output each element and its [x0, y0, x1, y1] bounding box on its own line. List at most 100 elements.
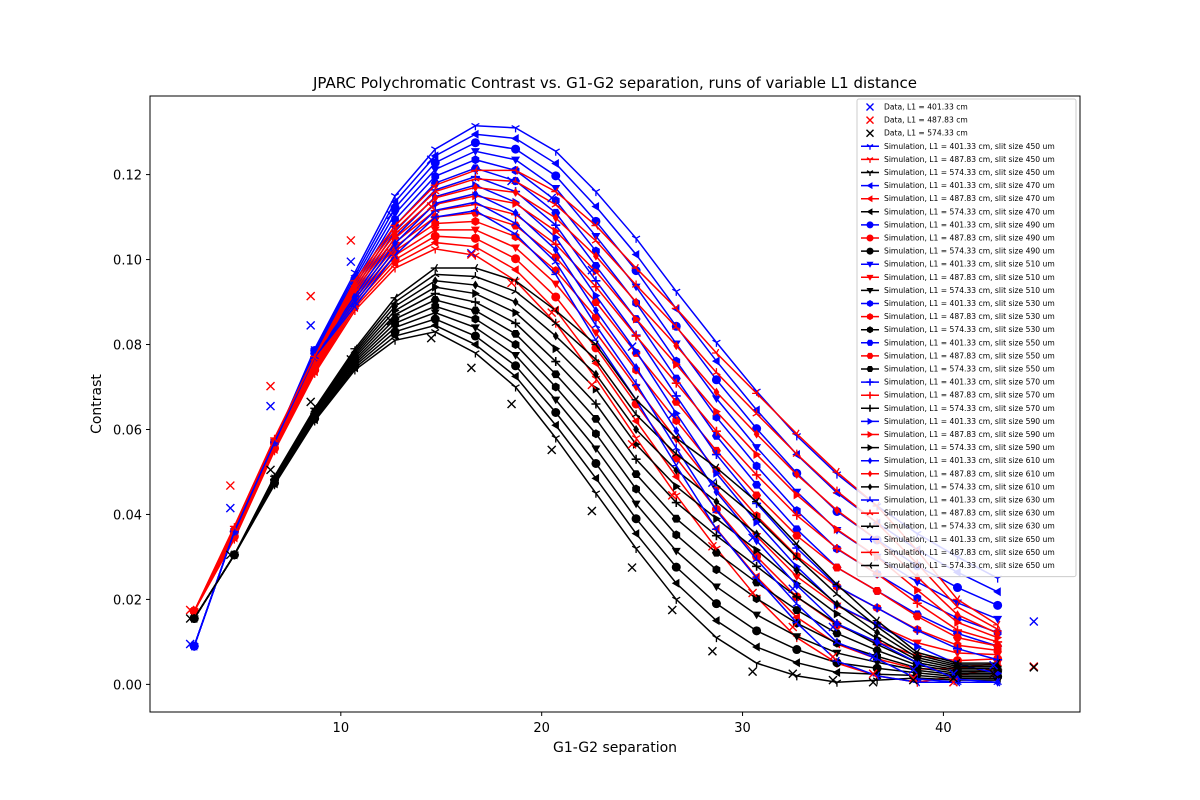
data-point [551, 407, 561, 417]
data-point [832, 486, 842, 494]
data-point [834, 505, 840, 515]
data-point [631, 395, 639, 404]
data-point [752, 409, 761, 417]
data-point [430, 180, 439, 190]
data-point [627, 563, 637, 573]
data-point [707, 541, 717, 551]
data-point [430, 309, 440, 318]
data-point [752, 497, 760, 506]
data-point [832, 563, 842, 572]
data-point [591, 221, 599, 230]
data-point [752, 480, 762, 489]
data-point [392, 238, 398, 248]
data-point [552, 226, 561, 236]
data-point [792, 658, 800, 668]
legend-item: Simulation, L1 = 401.33 cm, slit size 51… [861, 260, 1055, 269]
legend-marker [866, 234, 874, 242]
data-point [471, 350, 480, 358]
data-point [266, 401, 276, 411]
data-point [713, 497, 720, 507]
data-point [671, 433, 680, 443]
data-point [587, 380, 597, 390]
data-point [672, 449, 681, 457]
legend-label: Simulation, L1 = 401.33 cm, slit size 47… [884, 181, 1055, 190]
legend-marker [867, 444, 874, 452]
legend-marker [866, 535, 873, 543]
data-point [954, 617, 962, 627]
data-point [591, 236, 601, 244]
data-point [592, 251, 599, 261]
legend-item: Simulation, L1 = 574.33 cm, slit size 55… [861, 365, 1055, 374]
data-point [671, 378, 681, 388]
data-point [633, 424, 640, 434]
data-point [753, 450, 762, 460]
legend-label: Simulation, L1 = 401.33 cm, slit size 51… [884, 260, 1055, 269]
data-point [430, 296, 440, 304]
data-point [627, 439, 637, 449]
data-point [667, 410, 677, 420]
data-point [832, 488, 841, 498]
data-point [511, 133, 519, 143]
data-point [834, 599, 840, 609]
y-tick-label: 0.10 [113, 254, 142, 269]
simulation-series [189, 269, 1002, 668]
data-point [432, 276, 439, 286]
data-point [633, 362, 640, 372]
data-point [470, 340, 479, 350]
data-point [672, 322, 681, 330]
data-point [426, 201, 436, 211]
data-point [471, 216, 480, 226]
data-point [788, 622, 798, 632]
data-point [511, 384, 520, 392]
data-point [868, 652, 878, 662]
data-point [551, 357, 561, 367]
data-point [511, 340, 520, 350]
data-point [832, 629, 842, 638]
data-point [511, 156, 521, 165]
data-point [908, 665, 918, 675]
data-point [792, 633, 802, 641]
legend-marker [866, 274, 874, 281]
data-point [792, 552, 802, 561]
data-point [631, 416, 640, 426]
data-point [711, 525, 720, 534]
legend-marker [866, 247, 874, 255]
data-point [952, 658, 961, 668]
data-point [631, 235, 641, 243]
legend-item: Simulation, L1 = 574.33 cm, slit size 53… [861, 325, 1055, 334]
data-point [788, 584, 798, 594]
data-point [430, 328, 440, 337]
data-point [752, 389, 760, 398]
data-point [551, 159, 559, 169]
data-point [346, 257, 356, 267]
data-point [512, 297, 519, 307]
legend-marker [867, 457, 873, 465]
legend-label: Simulation, L1 = 574.33 cm, slit size 59… [884, 443, 1055, 452]
legend-marker [866, 157, 874, 163]
data-point [185, 639, 195, 649]
data-point [432, 193, 439, 203]
legend-label: Simulation, L1 = 487.83 cm, slit size 51… [884, 273, 1055, 282]
data-point [426, 155, 436, 165]
data-point [551, 382, 560, 392]
data-point [591, 201, 600, 211]
data-point [912, 598, 922, 608]
data-point [591, 458, 601, 468]
legend-item: Simulation, L1 = 574.33 cm, slit size 49… [861, 247, 1055, 256]
legend-marker [866, 339, 874, 346]
legend-item: Simulation, L1 = 487.83 cm, slit size 47… [861, 194, 1055, 203]
data-point [350, 276, 358, 286]
data-point [712, 634, 721, 643]
legend-marker [866, 208, 873, 216]
x-tick-label: 10 [333, 721, 350, 736]
data-point [591, 320, 601, 329]
legend-item: Simulation, L1 = 487.83 cm, slit size 45… [861, 155, 1055, 164]
legend-item: Data, L1 = 487.83 cm [866, 116, 968, 125]
data-point [673, 341, 680, 351]
legend-marker [866, 143, 874, 150]
legend-item: Simulation, L1 = 574.33 cm, slit size 45… [861, 168, 1055, 177]
data-series [185, 201, 1039, 687]
legend-label: Simulation, L1 = 401.33 cm, slit size 45… [884, 142, 1055, 151]
data-point [792, 645, 802, 655]
data-point [868, 677, 878, 687]
